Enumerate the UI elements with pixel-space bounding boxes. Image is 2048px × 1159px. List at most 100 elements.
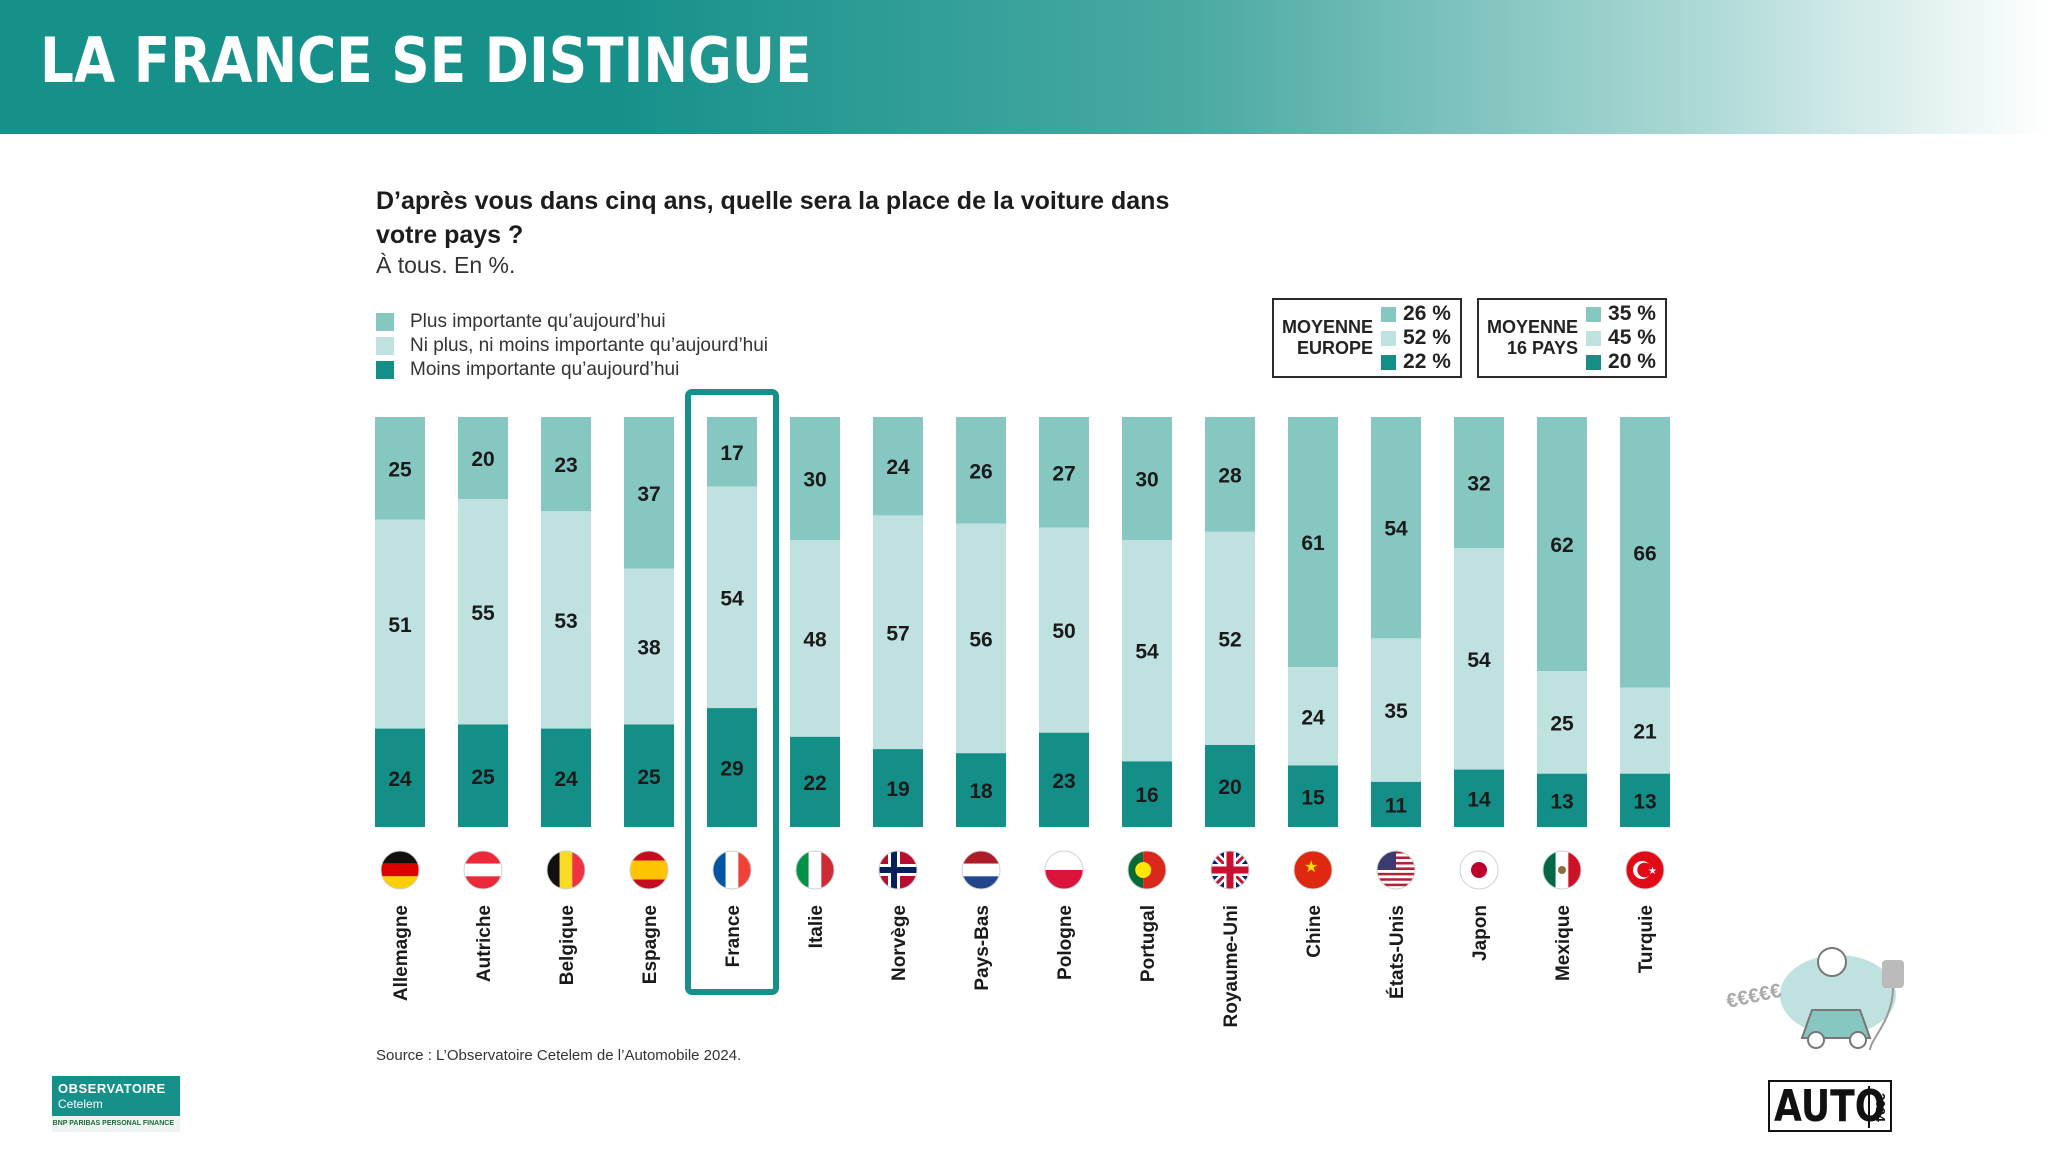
data-label: 32 bbox=[1467, 473, 1490, 496]
average-title-line: 16 PAYS bbox=[1506, 338, 1579, 358]
bar-segment bbox=[1371, 781, 1421, 827]
flag-shape bbox=[1377, 872, 1415, 876]
plug-icon bbox=[1882, 960, 1904, 988]
bar-segment bbox=[873, 417, 923, 516]
bar-segment bbox=[1620, 773, 1670, 827]
data-label: 62 bbox=[1550, 534, 1573, 557]
average-16-title: MOYENNE 16 PAYS bbox=[1487, 317, 1578, 359]
flag-ring bbox=[1459, 850, 1499, 890]
legend-item-moins: Moins importante qu’aujourd’hui bbox=[376, 358, 768, 382]
data-label: 48 bbox=[803, 628, 827, 651]
average-row-moins: 20 % bbox=[1586, 350, 1656, 374]
flag-star: ★ bbox=[1648, 866, 1657, 877]
data-label: 55 bbox=[471, 602, 495, 625]
data-label: 11 bbox=[1385, 794, 1408, 817]
bar-segment bbox=[1371, 417, 1421, 639]
flag-shape bbox=[1377, 880, 1415, 884]
bar-segment bbox=[1288, 765, 1338, 827]
data-label: 38 bbox=[637, 637, 661, 660]
chart-legend: Plus importante qu’aujourd’hui Ni plus, … bbox=[376, 310, 768, 382]
data-label: 25 bbox=[637, 766, 661, 789]
car-illustration: €€€€€ bbox=[1720, 940, 1920, 1065]
data-label: 18 bbox=[969, 780, 993, 803]
chart-subtitle: À tous. En %. bbox=[376, 252, 516, 278]
data-label: 56 bbox=[969, 628, 992, 651]
bar-segment bbox=[956, 523, 1006, 754]
bar-segment bbox=[1537, 417, 1587, 672]
flag-shape bbox=[821, 851, 834, 889]
france-flag-icon bbox=[713, 851, 751, 889]
data-label: 23 bbox=[554, 454, 577, 477]
legend-item-ni: Ni plus, ni moins importante qu’aujourd’… bbox=[376, 334, 768, 358]
bnp-paribas-logo: BNP PARIBAS PERSONAL FINANCE bbox=[52, 1116, 180, 1132]
legend-label: Moins importante qu’aujourd’hui bbox=[410, 359, 680, 380]
average-europe-box: MOYENNE EUROPE 26 % 52 % 22 % bbox=[1272, 298, 1462, 378]
data-label: 28 bbox=[1218, 464, 1242, 487]
flag-shape bbox=[1135, 862, 1152, 878]
flag-shape bbox=[464, 851, 502, 864]
data-label: 54 bbox=[1384, 518, 1408, 541]
bar-segment bbox=[873, 749, 923, 827]
flag-shape bbox=[1377, 878, 1415, 881]
flag-ring bbox=[1127, 850, 1167, 890]
poland-flag-icon bbox=[1045, 851, 1083, 889]
flag-ring bbox=[380, 850, 420, 890]
bar-segment bbox=[790, 540, 840, 737]
average-16-values: 35 % 45 % 20 % bbox=[1586, 302, 1656, 374]
portugal-flag-icon bbox=[1128, 851, 1166, 889]
auto-logo-year: 2024 bbox=[1868, 1086, 1888, 1128]
bar-segment bbox=[624, 417, 674, 569]
flag-shape bbox=[725, 851, 739, 889]
data-label: 24 bbox=[554, 768, 578, 791]
bar-segment bbox=[1454, 548, 1504, 770]
average-row-ni: 52 % bbox=[1381, 326, 1451, 350]
category-label: France bbox=[723, 905, 744, 967]
flag-shape bbox=[1543, 851, 1556, 889]
japan-flag-icon bbox=[1460, 851, 1498, 889]
legend-swatch-ni bbox=[376, 337, 394, 355]
observatoire-logo-line1: OBSERVATOIRE bbox=[58, 1081, 166, 1096]
flag-ring bbox=[1542, 850, 1582, 890]
data-label: 54 bbox=[1135, 641, 1159, 664]
bar-segment bbox=[1537, 773, 1587, 827]
flag-shape bbox=[1637, 862, 1652, 878]
average-swatch bbox=[1381, 306, 1397, 322]
average-europe-title: MOYENNE EUROPE bbox=[1282, 317, 1373, 359]
flag-star: ★ bbox=[1304, 857, 1318, 876]
data-label: 13 bbox=[1633, 790, 1656, 813]
data-label: 30 bbox=[1135, 469, 1158, 492]
average-value: 26 % bbox=[1403, 302, 1451, 325]
flag-shape bbox=[1294, 851, 1332, 889]
source-note: Source : L’Observatoire Cetelem de l’Aut… bbox=[376, 1047, 742, 1064]
flag-shape bbox=[572, 851, 585, 889]
china-flag-icon: ★ bbox=[1294, 851, 1332, 889]
germany-flag-icon bbox=[381, 851, 419, 889]
data-label: 66 bbox=[1633, 542, 1656, 565]
flag-shape bbox=[713, 851, 726, 889]
category-label: Mexique bbox=[1553, 905, 1574, 981]
data-label: 24 bbox=[1301, 706, 1325, 729]
bar-segment bbox=[375, 417, 425, 520]
data-label: 16 bbox=[1135, 784, 1158, 807]
bar-segment bbox=[624, 724, 674, 827]
chart-question: D’après vous dans cinq ans, quelle sera … bbox=[376, 187, 1170, 249]
data-label: 53 bbox=[554, 610, 577, 633]
car-body-icon bbox=[1800, 1009, 1872, 1039]
norway-flag-icon bbox=[879, 851, 917, 889]
data-label: 29 bbox=[720, 758, 743, 781]
category-label: Pays-Bas bbox=[972, 905, 993, 991]
data-label: 24 bbox=[388, 768, 412, 791]
bar-segment bbox=[458, 724, 508, 827]
flag-shape bbox=[1568, 851, 1581, 889]
flag-shape bbox=[738, 851, 751, 889]
bar-segment bbox=[956, 753, 1006, 827]
data-label: 52 bbox=[1218, 628, 1241, 651]
car-wheel-icon bbox=[1807, 1031, 1825, 1049]
average-swatch bbox=[1381, 330, 1397, 346]
flag-ring bbox=[463, 850, 503, 890]
flag-shape bbox=[962, 851, 1000, 864]
flag-shape bbox=[879, 867, 917, 873]
flag-shape bbox=[547, 851, 560, 889]
flag-shape bbox=[630, 860, 668, 880]
bar-segment bbox=[1288, 417, 1338, 668]
